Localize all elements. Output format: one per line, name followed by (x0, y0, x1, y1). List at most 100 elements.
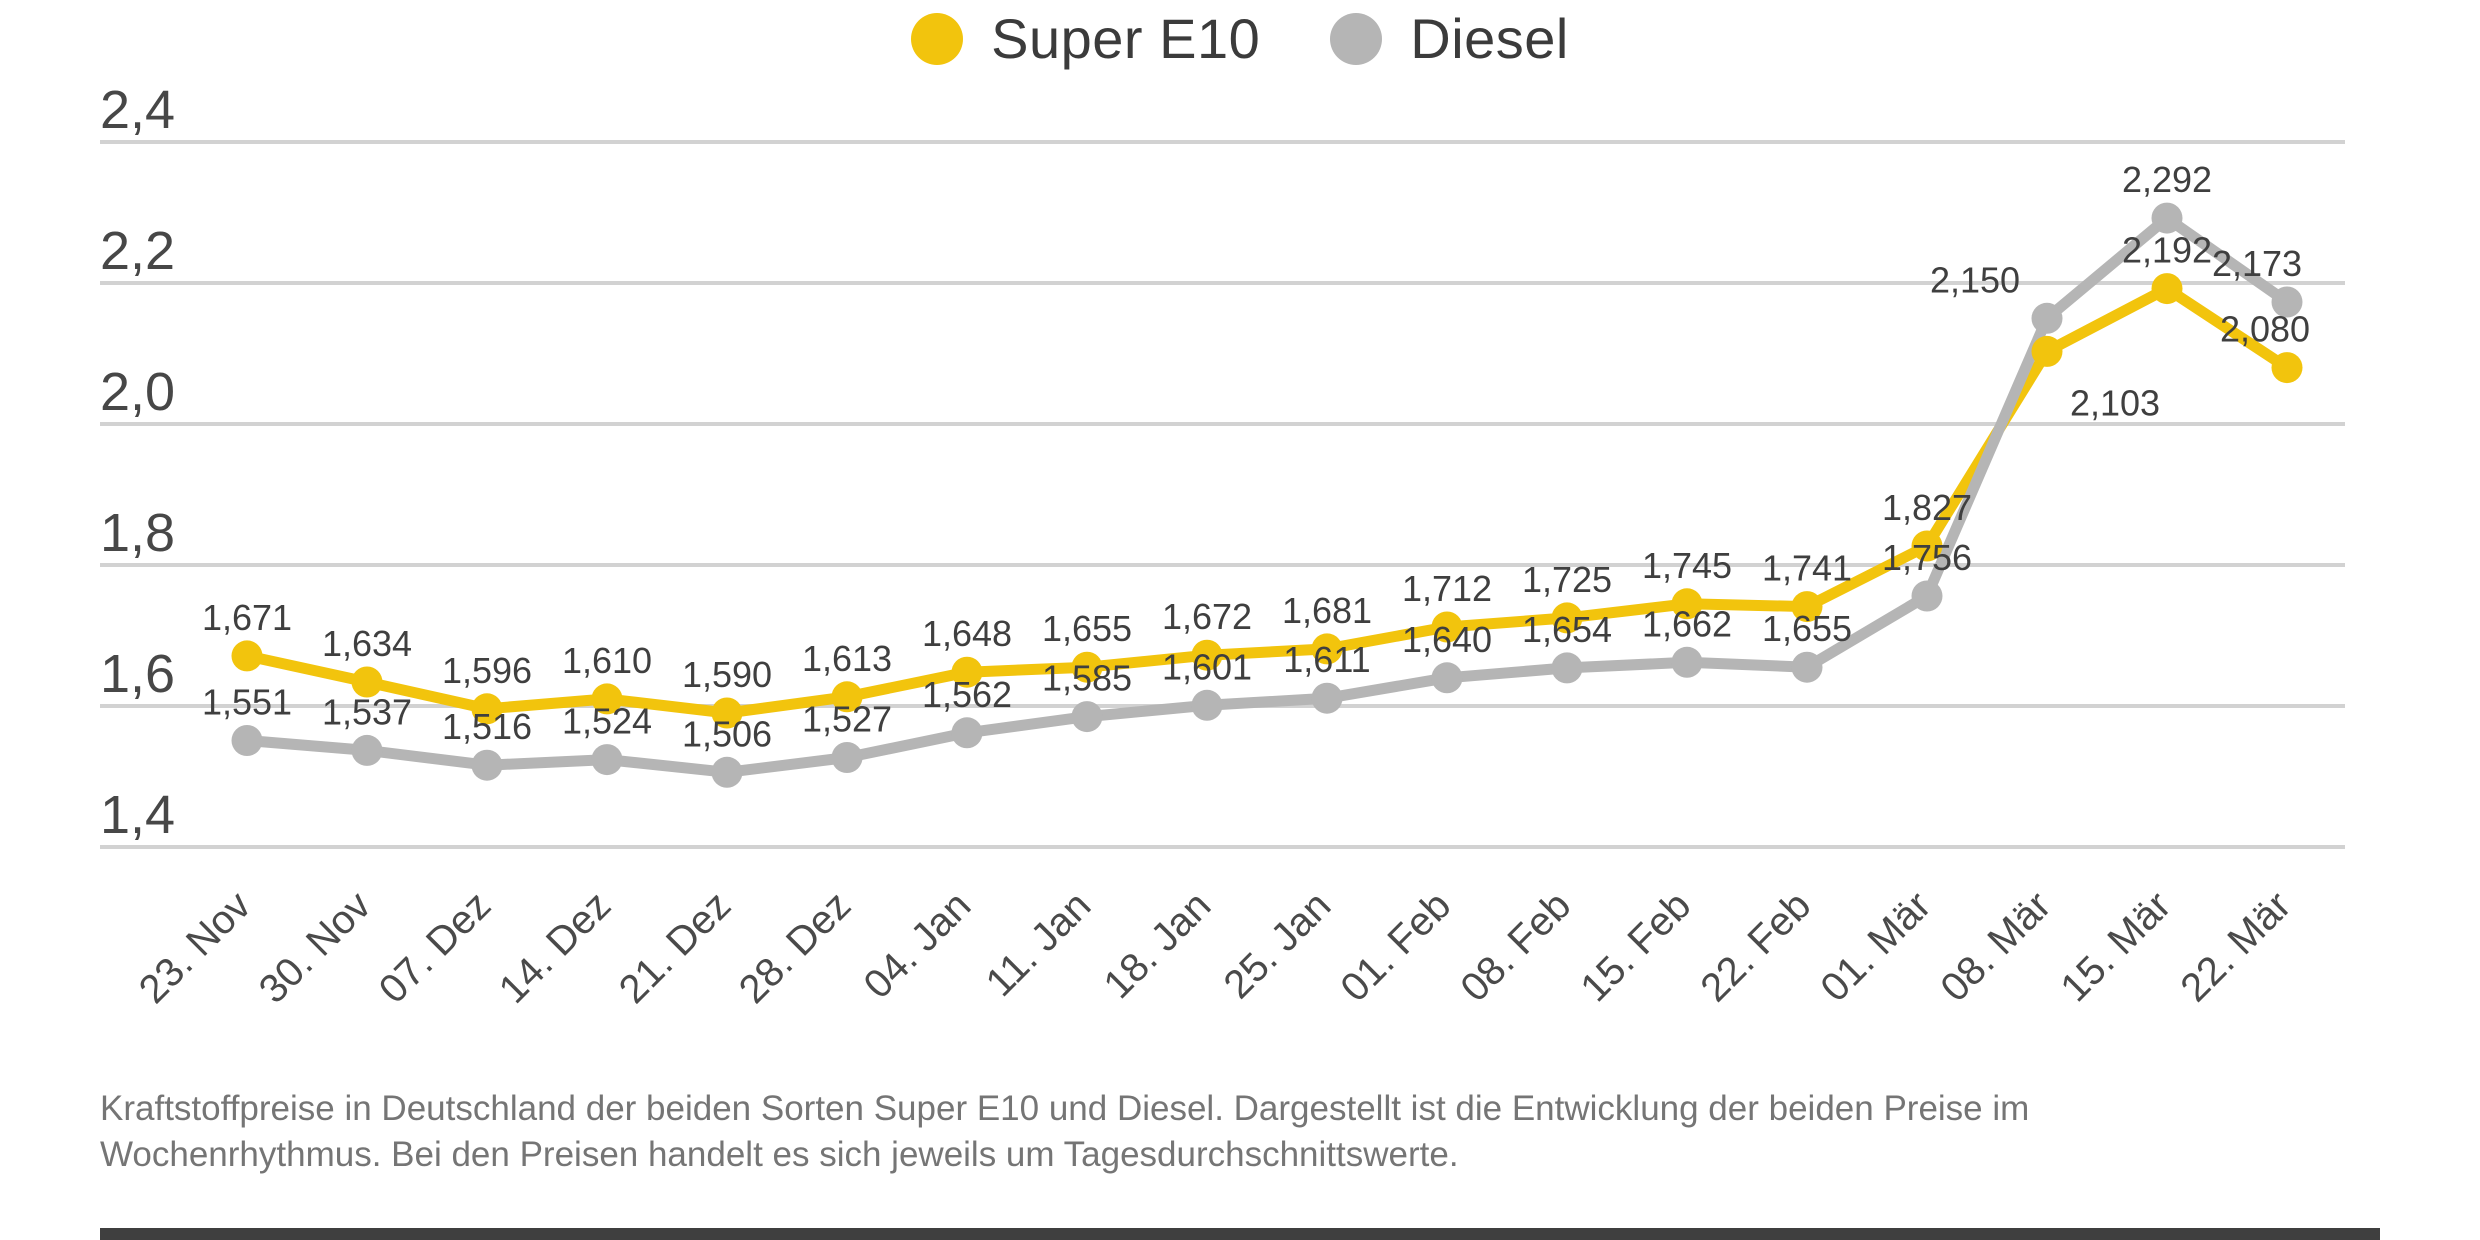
caption-line-1: Kraftstoffpreise in Deutschland der beid… (100, 1089, 2030, 1128)
data-label: 1,712 (1402, 568, 1492, 609)
data-label: 1,655 (1762, 608, 1852, 649)
x-tick-label: 15. Feb (1572, 883, 1699, 1010)
data-label: 1,611 (1283, 639, 1370, 680)
legend-label-diesel: Diesel (1410, 7, 1569, 70)
data-point (2271, 286, 2303, 318)
data-label: 1,671 (202, 597, 292, 638)
x-tick-label: 08. Feb (1452, 883, 1579, 1010)
data-label: 1,506 (682, 713, 772, 754)
data-label: 1,610 (562, 640, 652, 681)
data-point (2151, 202, 2183, 234)
data-point (1671, 588, 1703, 620)
data-point (351, 666, 383, 698)
data-label: 1,827 (1882, 487, 1972, 528)
data-point (591, 744, 623, 776)
bottom-divider-bar (100, 1228, 2380, 1240)
data-label: 2,103 (2070, 382, 2160, 423)
data-label: 1,634 (322, 623, 412, 664)
data-label: 2,150 (1930, 259, 2020, 300)
data-label: 1,551 (202, 682, 292, 723)
data-label: 1,741 (1762, 548, 1852, 589)
data-point (1311, 633, 1343, 665)
legend-item-diesel: Diesel (1330, 6, 1569, 71)
data-label: 1,601 (1162, 646, 1252, 687)
data-label: 1,662 (1642, 603, 1732, 644)
data-point (1431, 662, 1463, 694)
data-label: 1,745 (1642, 545, 1732, 586)
data-label: 1,537 (322, 691, 412, 732)
data-label: 1,681 (1282, 590, 1372, 631)
data-point (231, 725, 263, 756)
legend-item-super-e10: Super E10 (911, 6, 1260, 71)
data-point (1791, 651, 1823, 683)
data-label: 1,516 (442, 706, 532, 747)
y-tick-label: 1,8 (100, 503, 175, 563)
data-point (2271, 352, 2303, 384)
diesel-dot-icon (1330, 12, 1383, 65)
x-tick-label: 21. Dez (611, 883, 740, 1012)
y-tick-label: 2,0 (100, 362, 175, 422)
data-point (471, 749, 503, 781)
data-point (1911, 580, 1943, 612)
y-tick-label: 2,4 (100, 80, 175, 140)
data-point (711, 756, 743, 788)
series-line-diesel (241, 212, 2293, 778)
data-point (1551, 652, 1583, 684)
x-tick-label: 08. Mär (1932, 883, 2059, 1010)
data-point (2031, 302, 2063, 334)
data-label: 1,527 (802, 699, 892, 740)
data-point (1791, 591, 1823, 623)
data-point (711, 697, 743, 729)
data-label: 1,756 (1882, 537, 1972, 578)
data-point (831, 742, 863, 773)
x-tick-label: 30. Nov (251, 883, 380, 1012)
x-tick-label: 23. Nov (131, 883, 260, 1012)
data-point (231, 640, 263, 672)
super-e10-dot-icon (911, 12, 964, 65)
y-tick-label: 1,4 (100, 785, 175, 845)
data-label: 1,648 (922, 613, 1012, 654)
caption-line-2: Wochenrhythmus. Bei den Preisen handelt … (100, 1135, 1459, 1174)
x-tick-label: 25. Jan (1215, 883, 1339, 1007)
data-label: 1,562 (922, 674, 1012, 715)
x-tick-label: 11. Jan (978, 883, 1100, 1005)
data-point (591, 683, 623, 715)
data-label: 1,655 (1042, 608, 1132, 649)
data-point (351, 734, 383, 766)
x-tick-label: 28. Dez (731, 883, 860, 1012)
data-label: 2,192 (2122, 230, 2212, 271)
x-tick-label: 22. Feb (1692, 883, 1819, 1010)
data-label: 1,596 (442, 650, 532, 691)
chart-legend: Super E10 Diesel (0, 6, 2480, 71)
data-label: 2,173 (2212, 243, 2302, 284)
data-point (1551, 602, 1583, 634)
x-tick-label: 15. Mär (2052, 883, 2179, 1010)
data-point (471, 693, 503, 725)
data-label: 1,613 (802, 638, 892, 679)
data-point (1071, 701, 1103, 733)
data-point (2031, 335, 2063, 367)
data-label: 1,654 (1522, 609, 1612, 650)
x-tick-label: 18. Jan (1095, 883, 1219, 1007)
series-line-super-e10 (241, 283, 2293, 719)
data-point (1191, 689, 1223, 721)
data-label: 2,292 (2122, 159, 2212, 200)
x-tick-label: 04. Jan (855, 883, 979, 1007)
x-tick-label: 22. Mär (2172, 883, 2299, 1010)
data-label: 1,585 (1042, 658, 1132, 699)
x-tick-label: 07. Dez (371, 883, 500, 1012)
data-label: 1,524 (562, 701, 652, 742)
x-tick-label: 01. Mär (1812, 883, 1939, 1010)
y-tick-label: 1,6 (100, 644, 175, 704)
chart-caption: Kraftstoffpreise in Deutschland der beid… (100, 1086, 2029, 1178)
legend-label-super-e10: Super E10 (991, 7, 1261, 70)
y-tick-label: 2,2 (100, 221, 175, 281)
data-point (1071, 651, 1103, 683)
data-point (831, 681, 863, 713)
data-point (951, 656, 983, 688)
data-label: 1,640 (1402, 619, 1492, 660)
data-label: 1,725 (1522, 559, 1612, 600)
data-point (951, 717, 983, 749)
